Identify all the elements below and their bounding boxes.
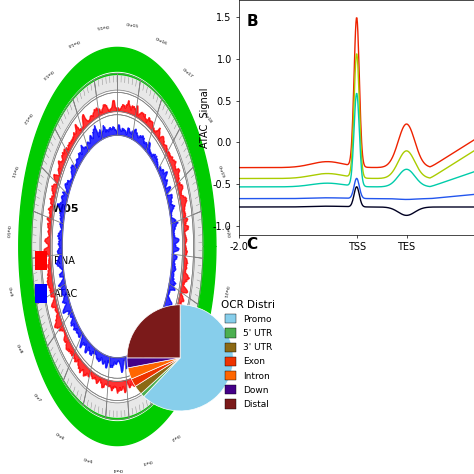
Polygon shape: [74, 351, 91, 377]
Polygon shape: [109, 357, 125, 373]
Text: C: C: [246, 237, 257, 252]
Text: Chr7: Chr7: [32, 393, 42, 404]
Polygon shape: [166, 152, 180, 184]
Polygon shape: [19, 47, 216, 446]
Wedge shape: [127, 358, 180, 368]
Polygon shape: [144, 351, 161, 374]
Polygon shape: [158, 167, 171, 195]
Polygon shape: [99, 100, 118, 117]
Polygon shape: [95, 349, 110, 368]
Polygon shape: [61, 284, 72, 315]
Polygon shape: [152, 311, 165, 341]
Polygon shape: [70, 311, 82, 337]
Text: Chr5: Chr5: [82, 458, 93, 465]
Polygon shape: [118, 125, 133, 139]
Polygon shape: [75, 145, 89, 171]
Text: Chr10: Chr10: [5, 225, 10, 238]
Text: Chr13: Chr13: [41, 68, 54, 79]
Text: Chr9: Chr9: [6, 286, 12, 297]
Polygon shape: [32, 73, 203, 419]
Polygon shape: [57, 223, 64, 255]
Legend: Promo, 5' UTR, 3' UTR, Exon, Intron, Down, Distal: Promo, 5' UTR, 3' UTR, Exon, Intron, Dow…: [218, 296, 279, 412]
Polygon shape: [166, 194, 176, 224]
Wedge shape: [135, 358, 180, 394]
Wedge shape: [144, 305, 233, 411]
Text: Chr22: Chr22: [210, 342, 220, 356]
Polygon shape: [41, 92, 193, 401]
Text: Chr2: Chr2: [169, 432, 180, 441]
Polygon shape: [51, 292, 63, 328]
Polygon shape: [171, 222, 179, 254]
Polygon shape: [146, 142, 158, 171]
Polygon shape: [54, 149, 68, 184]
Polygon shape: [118, 100, 136, 117]
Polygon shape: [48, 183, 58, 219]
Polygon shape: [65, 165, 77, 195]
Text: Chr15: Chr15: [96, 23, 109, 28]
Text: Chr15: Chr15: [126, 23, 139, 28]
Text: Chr4: Chr4: [112, 467, 122, 471]
Text: Chr21: Chr21: [222, 285, 228, 299]
Polygon shape: [127, 370, 145, 388]
Polygon shape: [56, 254, 65, 287]
Text: Chr1: Chr1: [193, 393, 203, 404]
Polygon shape: [169, 254, 177, 286]
Y-axis label: ATAC  Signal: ATAC Signal: [200, 87, 210, 147]
Text: Chr11: Chr11: [9, 165, 18, 179]
Text: Chr16: Chr16: [155, 38, 168, 46]
Polygon shape: [108, 380, 127, 393]
Text: Chr6: Chr6: [55, 432, 65, 441]
Polygon shape: [172, 292, 184, 327]
Wedge shape: [131, 358, 180, 386]
Text: RNA: RNA: [54, 255, 75, 266]
Wedge shape: [127, 305, 180, 358]
Polygon shape: [66, 125, 82, 154]
Polygon shape: [33, 76, 202, 417]
Polygon shape: [59, 324, 75, 356]
Text: ATAC: ATAC: [54, 289, 78, 299]
Polygon shape: [102, 126, 118, 139]
Polygon shape: [87, 126, 102, 151]
Text: Chr18: Chr18: [202, 111, 213, 125]
Polygon shape: [136, 106, 153, 131]
Text: Chr3: Chr3: [142, 458, 153, 465]
Polygon shape: [160, 324, 174, 357]
Text: Chr19: Chr19: [217, 165, 225, 179]
Text: B: B: [246, 14, 258, 29]
Polygon shape: [80, 333, 95, 356]
Polygon shape: [183, 218, 189, 256]
FancyBboxPatch shape: [35, 284, 47, 303]
Text: Chr20: Chr20: [225, 225, 230, 238]
Wedge shape: [141, 358, 180, 397]
Polygon shape: [57, 192, 68, 224]
Text: Chr14: Chr14: [67, 38, 80, 46]
Text: Chr17: Chr17: [181, 68, 193, 79]
Polygon shape: [91, 370, 108, 388]
Polygon shape: [177, 182, 187, 219]
Polygon shape: [132, 129, 147, 151]
Polygon shape: [52, 115, 182, 378]
Polygon shape: [152, 128, 167, 154]
Polygon shape: [163, 284, 175, 314]
Polygon shape: [139, 333, 153, 359]
Polygon shape: [82, 108, 99, 131]
Wedge shape: [128, 358, 180, 379]
Polygon shape: [47, 255, 55, 294]
Polygon shape: [180, 255, 190, 293]
Text: W05: W05: [52, 203, 80, 214]
Polygon shape: [44, 217, 52, 256]
Text: Chr12: Chr12: [22, 111, 33, 125]
Polygon shape: [125, 349, 140, 369]
FancyBboxPatch shape: [35, 251, 47, 270]
Text: Chr8: Chr8: [15, 344, 24, 355]
